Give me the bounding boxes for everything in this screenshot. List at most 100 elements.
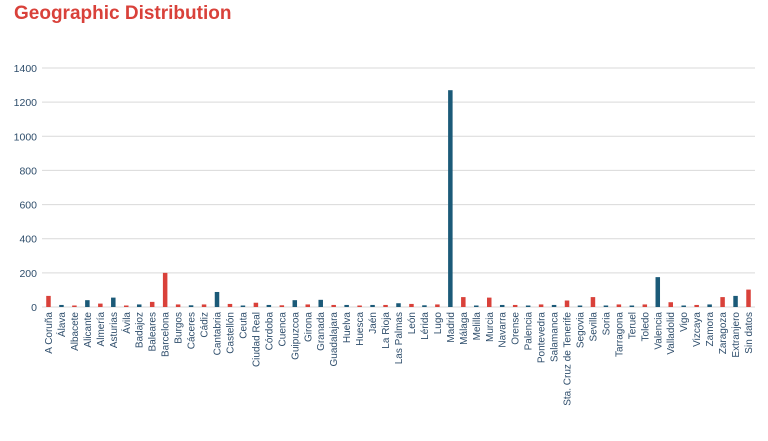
bar <box>538 304 544 307</box>
x-tick-label: Sevilla <box>588 312 599 342</box>
bar <box>474 305 479 307</box>
bar <box>201 304 207 307</box>
bar <box>124 305 129 307</box>
x-tick-label: Alicante <box>83 312 94 348</box>
x-tick-label: Huelva <box>342 312 353 344</box>
x-tick-label: Murcia <box>485 312 496 342</box>
bar <box>681 305 686 307</box>
x-tick-label: Navarra <box>498 312 509 348</box>
bar <box>603 305 609 307</box>
bar <box>720 297 725 307</box>
x-tick-label: A Coruña <box>44 312 55 354</box>
bar <box>318 299 323 307</box>
bar <box>668 302 673 307</box>
x-tick-label: Toledo <box>640 312 651 342</box>
bar <box>577 305 583 307</box>
x-tick-label: Baleares <box>148 312 159 351</box>
x-tick-label: Girona <box>303 312 314 342</box>
bar <box>616 304 622 307</box>
bar <box>214 291 220 307</box>
bar <box>227 303 233 307</box>
x-tick-label: Ávila <box>120 312 133 334</box>
bar <box>564 300 570 307</box>
bar <box>162 272 168 307</box>
x-tick-label: Almería <box>96 312 107 347</box>
x-tick-label: Zamora <box>705 312 716 347</box>
y-axis-ticks: 0 200 400 600 800 1000 1200 1400 <box>14 63 38 314</box>
x-tick-label: Asturias <box>109 312 120 348</box>
x-tick-label: Vigo <box>679 312 690 332</box>
bar <box>149 301 155 307</box>
x-tick-label: Lérida <box>420 312 431 340</box>
x-tick-label: Cáceres <box>187 312 198 349</box>
x-tick-label: Palencia <box>524 312 535 351</box>
x-tick-label: Ceuta <box>238 312 249 339</box>
bar <box>136 304 142 307</box>
bar <box>422 305 427 307</box>
x-tick-label: Jaén <box>368 312 379 334</box>
x-tick-label: Orense <box>511 312 522 345</box>
x-tick-label: Segovia <box>575 312 586 349</box>
bar <box>733 295 738 307</box>
y-tick-label: 400 <box>19 234 37 246</box>
bar <box>240 305 246 307</box>
bar <box>331 304 336 307</box>
x-tick-label: Córdoba <box>264 312 275 351</box>
bar <box>694 304 699 307</box>
x-tick-label: Extranjero <box>731 312 742 358</box>
y-tick-label: 0 <box>31 302 37 314</box>
x-tick-label: Vizcaya <box>692 312 703 347</box>
y-tick-label: 800 <box>19 165 37 177</box>
x-tick-label: Burgos <box>174 312 185 344</box>
bar <box>396 303 401 307</box>
x-tick-label: Cádiz <box>200 312 211 338</box>
x-tick-label: La Rioja <box>381 312 392 349</box>
bar <box>279 305 285 307</box>
y-tick-label: 1200 <box>14 97 38 109</box>
x-tick-label: Tarragona <box>614 312 625 357</box>
bar <box>370 304 375 307</box>
gridlines <box>42 67 755 308</box>
bar <box>344 304 349 307</box>
x-tick-label: Sta. Cruz de Tenerife <box>563 312 574 406</box>
x-tick-label: Valladolid <box>666 312 677 355</box>
x-tick-label: Salamanca <box>550 312 561 362</box>
x-tick-label: Madrid <box>446 312 457 343</box>
bar <box>357 305 362 307</box>
bar <box>175 304 181 307</box>
x-axis-labels: A Coruña Álava Albacete Alicante Almería Astu… <box>44 312 755 406</box>
x-tick-label: Ciudad Real <box>251 312 262 367</box>
bar <box>111 297 116 307</box>
x-tick-label: Teruel <box>627 312 638 339</box>
x-tick-label: Málaga <box>459 312 470 345</box>
bar <box>746 289 751 307</box>
bars <box>46 90 751 308</box>
x-tick-label: Guipuzcoa <box>290 312 301 360</box>
x-tick-label: Albacete <box>70 312 81 351</box>
bar <box>707 304 712 307</box>
x-tick-label: Huesca <box>355 312 366 346</box>
x-tick-label: Pontevedra <box>537 312 548 364</box>
bar <box>448 90 453 307</box>
x-tick-label: Las Palmas <box>394 312 405 364</box>
bar <box>525 305 531 307</box>
x-tick-label: Cantabria <box>213 312 224 356</box>
x-tick-label: Zaragoza <box>718 312 729 355</box>
bar <box>98 303 103 307</box>
bar <box>72 305 77 307</box>
bar <box>46 295 51 307</box>
y-tick-label: 600 <box>19 200 37 212</box>
bar <box>590 297 596 307</box>
bar <box>85 300 90 307</box>
x-tick-label: Cuenca <box>277 312 288 347</box>
bar <box>512 304 518 307</box>
bar <box>266 304 272 307</box>
bar <box>409 303 414 307</box>
x-tick-label: Barcelona <box>161 312 172 357</box>
x-tick-label: León <box>407 312 418 334</box>
y-tick-label: 1000 <box>14 131 38 143</box>
bar <box>487 297 492 307</box>
bar <box>499 304 505 307</box>
bar <box>551 304 557 307</box>
